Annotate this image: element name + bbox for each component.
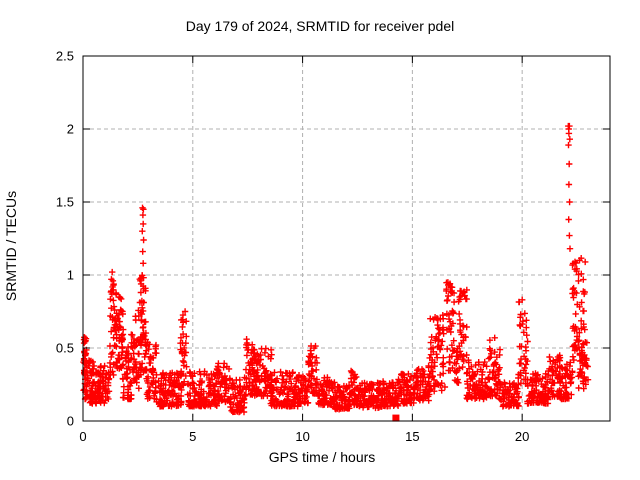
x-tick-label: 15 bbox=[405, 429, 419, 444]
x-tick-label: 0 bbox=[79, 429, 86, 444]
square-marker bbox=[392, 414, 400, 422]
y-tick-label: 0.5 bbox=[56, 341, 74, 356]
scatter-marker-path bbox=[80, 272, 160, 407]
scatter-marker-path bbox=[81, 122, 592, 410]
scatter-marker-path bbox=[395, 279, 522, 409]
y-tick-label: 2.5 bbox=[56, 49, 74, 64]
y-tick-label: 1.5 bbox=[56, 195, 74, 210]
gridlines bbox=[83, 56, 610, 421]
tick-labels: 0 5 10 15 20 0 0.5 1 1.5 2 2.5 bbox=[56, 49, 529, 445]
scatter-marker-path bbox=[314, 367, 419, 413]
y-tick-label: 1 bbox=[67, 268, 74, 283]
y-tick-label: 2 bbox=[67, 122, 74, 137]
y-axis-label: SRMTID / TECUs bbox=[3, 191, 19, 301]
plot-border bbox=[82, 55, 611, 422]
x-tick-label: 5 bbox=[189, 429, 196, 444]
y-tick-label: 0 bbox=[67, 414, 74, 429]
scatter-marker-path bbox=[227, 339, 338, 416]
data-points bbox=[80, 122, 592, 422]
x-tick-label: 20 bbox=[515, 429, 529, 444]
chart-title: Day 179 of 2024, SRMTID for receiver pde… bbox=[186, 18, 454, 34]
x-axis-label: GPS time / hours bbox=[269, 449, 376, 465]
x-tick-label: 10 bbox=[295, 429, 309, 444]
axis-ticks bbox=[82, 55, 610, 422]
scatter-marker-path bbox=[142, 311, 248, 416]
scatter-marker-path bbox=[565, 136, 574, 252]
